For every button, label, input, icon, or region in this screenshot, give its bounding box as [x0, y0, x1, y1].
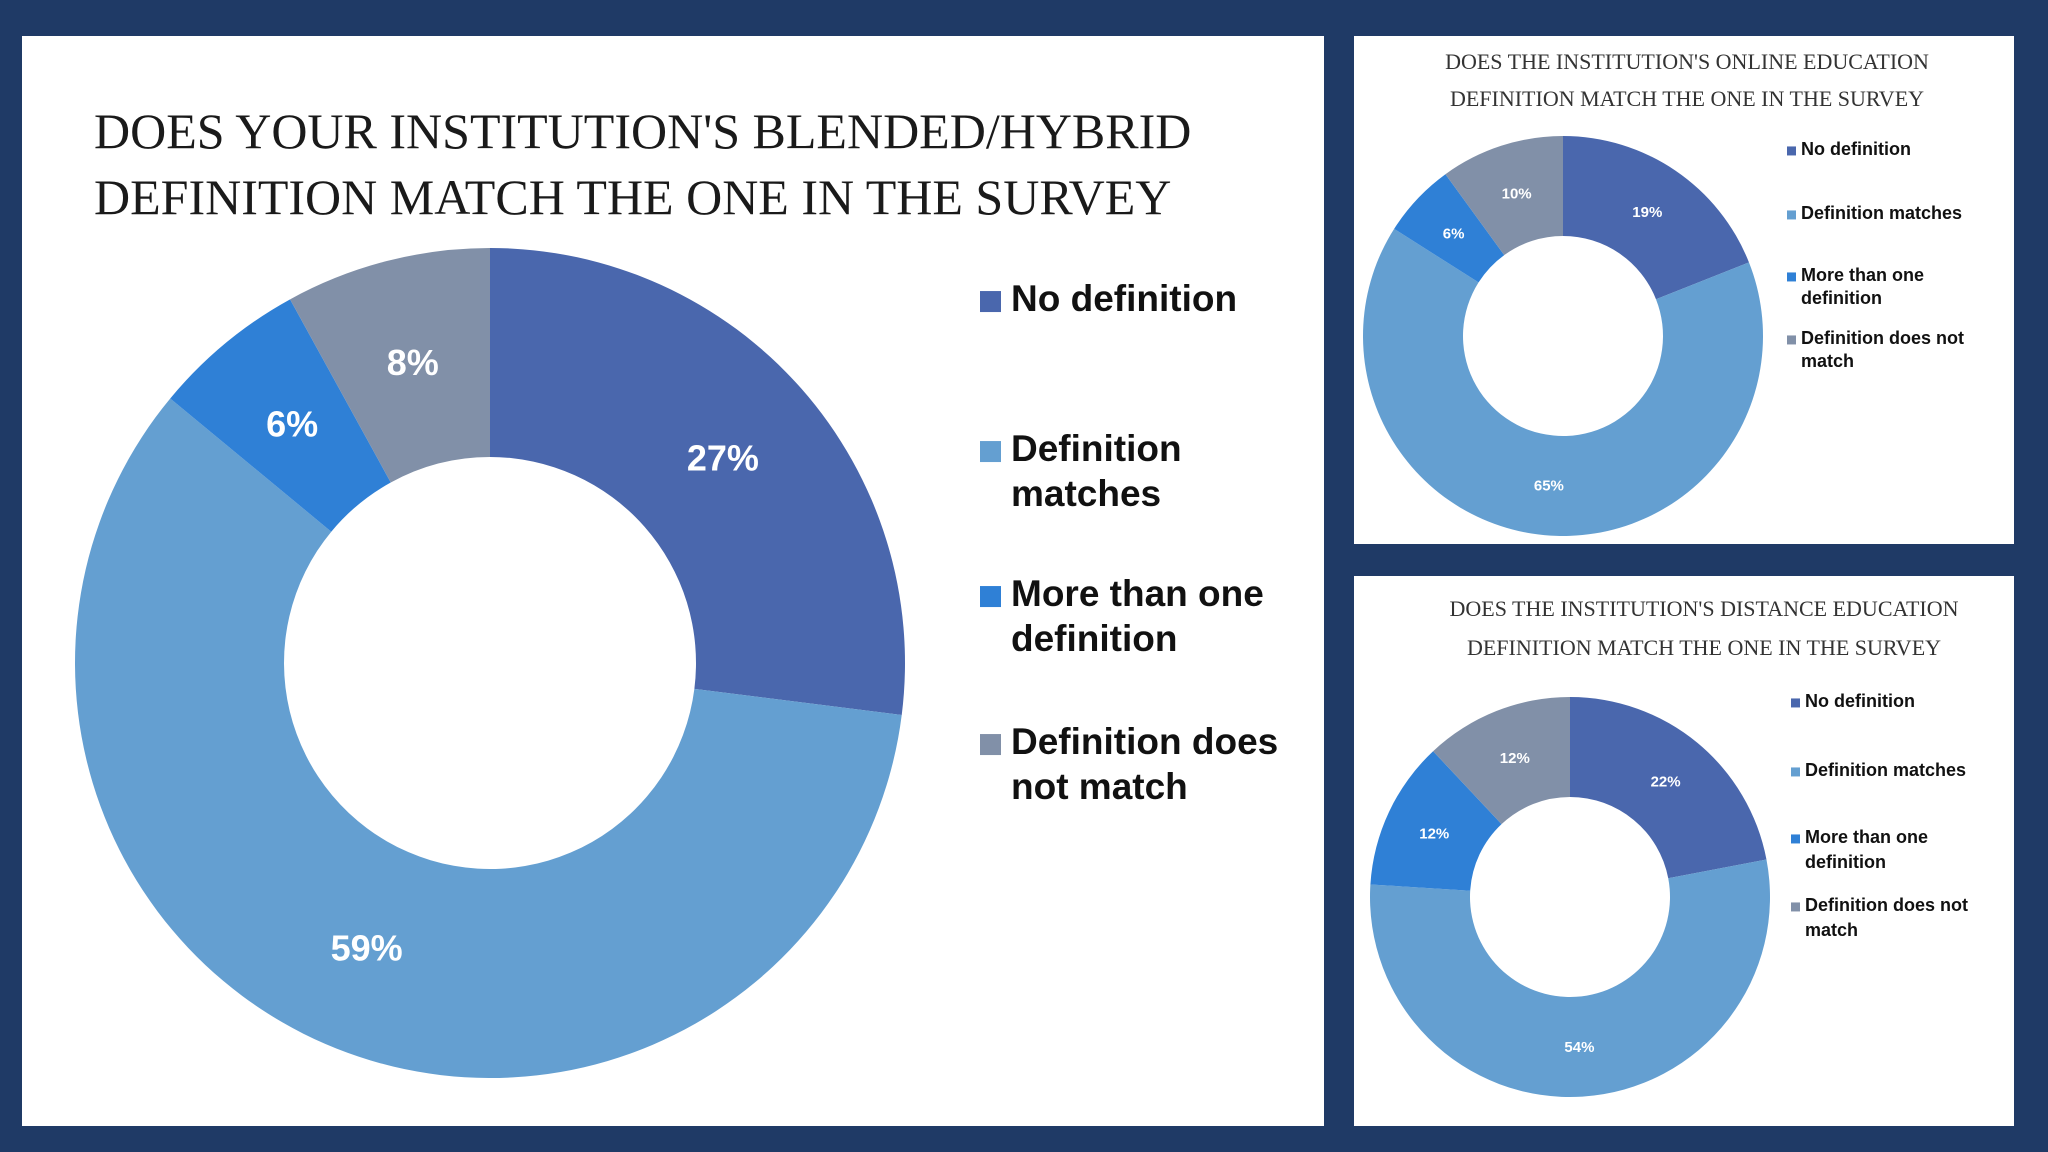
main-legend-label-definition-matches-line-1: Definition: [1011, 428, 1182, 469]
distance-data-label-no-definition: 22%: [1651, 774, 1681, 791]
main-data-label-definition-matches: 59%: [331, 928, 403, 969]
distance-legend-label-more-than-one-definition-line-1: More than one: [1805, 827, 1928, 847]
main-slice-no-definition: [490, 248, 905, 716]
online-education-chart-panel: DOES THE INSTITUTION'S ONLINE EDUCATION D…: [1354, 36, 2014, 544]
distance-legend-label-no-definition-line-1: No definition: [1805, 691, 1915, 711]
online-legend-swatch-definition-matches: [1787, 210, 1796, 220]
main-slice-definition-does-not-match: [290, 248, 490, 483]
main-legend-swatch-definition-does-not-match: [980, 734, 1001, 756]
main-slice-definition-matches: [75, 398, 902, 1078]
main-legend-label-definition-does-not-match-line-2: not match: [1011, 766, 1188, 807]
online-legend-label-definition-does-not-match-line-1: Definition does not: [1801, 328, 1964, 348]
distance-legend-swatch-definition-does-not-match: [1791, 902, 1800, 912]
online-slice-definition-matches: [1363, 228, 1763, 537]
online-legend-swatch-definition-does-not-match: [1787, 335, 1796, 345]
main-legend-label-more-than-one-definition-line-1: More than one: [1011, 573, 1264, 614]
main-slice-more-than-one-definition: [170, 299, 391, 532]
blended-hybrid-chart-panel: DOES YOUR INSTITUTION'S BLENDED/HYBRID DE…: [22, 36, 1324, 1126]
online-data-label-definition-matches: 65%: [1534, 478, 1564, 495]
main-legend-swatch-more-than-one-definition: [980, 586, 1001, 608]
distance-legend-label-definition-matches-line-1: Definition matches: [1805, 760, 1966, 780]
online-legend-swatch-no-definition: [1787, 146, 1796, 156]
distance-title-line-1: DOES THE INSTITUTION'S DISTANCE EDUCATIO…: [1450, 596, 1959, 621]
online-slice-definition-does-not-match: [1445, 136, 1563, 256]
distance-legend-swatch-no-definition: [1791, 698, 1800, 708]
main-legend-label-definition-does-not-match-line-1: Definition does: [1011, 721, 1278, 762]
online-data-label-definition-does-not-match: 10%: [1502, 186, 1532, 203]
online-legend-label-more-than-one-definition-line-2: definition: [1801, 288, 1882, 308]
online-slice-no-definition: [1563, 136, 1749, 300]
distance-education-donut-chart: DOES THE INSTITUTION'S DISTANCE EDUCATIO…: [1370, 596, 1968, 1097]
online-education-donut-chart: DOES THE INSTITUTION'S ONLINE EDUCATION D…: [1363, 49, 1964, 537]
main-legend-swatch-no-definition: [980, 291, 1001, 313]
main-data-label-no-definition: 27%: [687, 437, 759, 478]
online-title-line-1: DOES THE INSTITUTION'S ONLINE EDUCATION: [1445, 49, 1929, 74]
main-data-label-definition-does-not-match: 8%: [387, 342, 439, 383]
main-title-line-2: DEFINITION MATCH THE ONE IN THE SURVEY: [94, 169, 1171, 225]
online-legend-label-no-definition-line-1: No definition: [1801, 139, 1911, 159]
online-legend-label-definition-does-not-match-line-2: match: [1801, 351, 1854, 371]
online-data-label-no-definition: 19%: [1632, 204, 1662, 221]
distance-slice-more-than-one-definition: [1370, 751, 1502, 891]
distance-slice-definition-does-not-match: [1433, 697, 1570, 825]
distance-legend-label-definition-does-not-match-line-2: match: [1805, 920, 1858, 940]
online-title-line-2: DEFINITION MATCH THE ONE IN THE SURVEY: [1450, 86, 1924, 111]
main-legend-label-definition-matches-line-2: matches: [1011, 473, 1161, 514]
distance-legend-label-more-than-one-definition-line-2: definition: [1805, 852, 1886, 872]
online-legend-label-more-than-one-definition-line-1: More than one: [1801, 265, 1924, 285]
distance-slice-no-definition: [1570, 697, 1767, 879]
distance-legend-label-definition-does-not-match-line-1: Definition does not: [1805, 895, 1968, 915]
distance-data-label-definition-does-not-match: 12%: [1500, 750, 1530, 767]
main-legend-label-more-than-one-definition-line-2: definition: [1011, 618, 1177, 659]
online-legend-swatch-more-than-one-definition: [1787, 272, 1796, 282]
distance-data-label-definition-matches: 54%: [1564, 1039, 1594, 1056]
distance-data-label-more-than-one-definition: 12%: [1419, 825, 1449, 842]
main-data-label-more-than-one-definition: 6%: [266, 403, 318, 444]
online-slice-more-than-one-definition: [1394, 174, 1505, 283]
distance-title-line-2: DEFINITION MATCH THE ONE IN THE SURVEY: [1467, 635, 1941, 660]
distance-legend-swatch-more-than-one-definition: [1791, 834, 1800, 844]
main-title-line-1: DOES YOUR INSTITUTION'S BLENDED/HYBRID: [94, 103, 1191, 159]
main-legend-swatch-definition-matches: [980, 441, 1001, 463]
distance-slice-definition-matches: [1370, 859, 1770, 1097]
distance-legend-swatch-definition-matches: [1791, 767, 1800, 777]
blended-hybrid-donut-chart: DOES YOUR INSTITUTION'S BLENDED/HYBRID DE…: [75, 103, 1278, 1078]
online-legend-label-definition-matches-line-1: Definition matches: [1801, 203, 1962, 223]
distance-education-chart-panel: DOES THE INSTITUTION'S DISTANCE EDUCATIO…: [1354, 576, 2014, 1126]
online-data-label-more-than-one-definition: 6%: [1443, 226, 1465, 243]
main-legend-label-no-definition-line-1: No definition: [1011, 278, 1237, 319]
